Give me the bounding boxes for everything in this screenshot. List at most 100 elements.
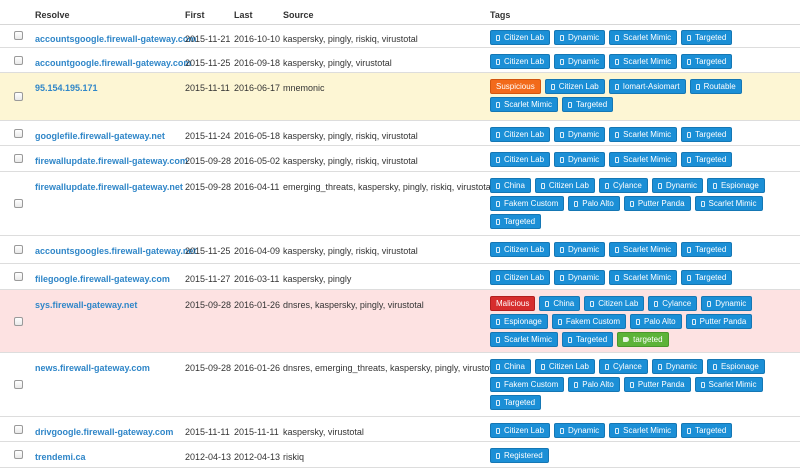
tag-badge[interactable]: Scarlet Mimic <box>694 377 763 392</box>
column-header-last[interactable]: Last <box>234 10 253 20</box>
row-checkbox[interactable] <box>14 272 23 281</box>
document-icon <box>712 182 717 189</box>
resolve-link[interactable]: sys.firewall-gateway.net <box>35 300 138 310</box>
tag-badge[interactable]: Putter Panda <box>623 377 691 392</box>
tag-badge[interactable]: Citizen Lab <box>490 30 551 45</box>
tag-badge[interactable]: Fakem Custom <box>551 314 627 329</box>
tag-badge[interactable]: Citizen Lab <box>584 296 645 311</box>
tag-badge[interactable]: Citizen Lab <box>544 79 605 94</box>
column-header-first[interactable]: First <box>185 10 205 20</box>
tag-badge[interactable]: Putter Panda <box>685 314 753 329</box>
row-checkbox[interactable] <box>14 154 23 163</box>
tag-badge[interactable]: Routable <box>689 79 742 94</box>
tag-badge[interactable]: Targeted <box>562 332 614 347</box>
tag-badge[interactable]: Targeted <box>681 152 733 167</box>
tag-badge[interactable]: Scarlet Mimic <box>609 127 678 142</box>
tag-badge[interactable]: Targeted <box>562 97 614 112</box>
tag-badge[interactable]: Scarlet Mimic <box>609 270 678 285</box>
row-checkbox[interactable] <box>14 425 23 434</box>
resolve-link[interactable]: accountgoogle.firewall-gateway.com <box>35 58 192 68</box>
resolve-link[interactable]: accountsgoogle.firewall-gateway.com <box>35 34 197 44</box>
tag-badge[interactable]: China <box>490 359 531 374</box>
tag-badge[interactable]: Scarlet Mimic <box>609 30 678 45</box>
tag-badge[interactable]: Targeted <box>681 242 733 257</box>
tag-badge[interactable]: Scarlet Mimic <box>609 54 678 69</box>
tag-badge[interactable]: Registered <box>490 448 549 463</box>
tag-badge[interactable]: Fakem Custom <box>490 196 565 211</box>
row-checkbox[interactable] <box>14 199 23 208</box>
tag-badge[interactable]: Targeted <box>681 30 733 45</box>
tag-badge[interactable]: Targeted <box>681 54 733 69</box>
tag-badge[interactable]: Palo Alto <box>630 314 682 329</box>
column-header-source[interactable]: Source <box>283 10 314 20</box>
tag-badge[interactable]: Citizen Lab <box>534 359 595 374</box>
tag-badge[interactable]: Scarlet Mimic <box>490 332 559 347</box>
tag-badge[interactable]: Cylance <box>598 178 648 193</box>
tag-badge[interactable]: Targeted <box>490 395 542 410</box>
resolve-link[interactable]: googlefile.firewall-gateway.net <box>35 131 165 141</box>
resolve-link[interactable]: filegoogle.firewall-gateway.com <box>35 274 170 284</box>
tag-badge[interactable]: Suspicious <box>490 79 541 94</box>
resolve-link[interactable]: drivgoogle.firewall-gateway.com <box>35 427 174 437</box>
tag-badge[interactable]: Iomart-Asiomart <box>608 79 686 94</box>
tag-badge[interactable]: Palo Alto <box>568 196 620 211</box>
tag-badge[interactable]: Citizen Lab <box>490 127 551 142</box>
resolve-link[interactable]: news.firewall-gateway.com <box>35 363 150 373</box>
row-checkbox[interactable] <box>14 450 23 459</box>
tag-badge[interactable]: Palo Alto <box>568 377 620 392</box>
tag-badge[interactable]: Dynamic <box>554 270 606 285</box>
source-list: kaspersky, pingly, riskiq, virustotal <box>283 131 418 141</box>
row-checkbox[interactable] <box>14 380 23 389</box>
tag-badge[interactable]: Dynamic <box>554 30 606 45</box>
tag-badge[interactable]: Citizen Lab <box>490 270 551 285</box>
row-checkbox[interactable] <box>14 92 23 101</box>
tag-badge[interactable]: Espionage <box>706 178 765 193</box>
tag-badge[interactable]: Scarlet Mimic <box>609 423 678 438</box>
tag-badge[interactable]: Scarlet Mimic <box>694 196 763 211</box>
tag-label: Targeted <box>695 273 727 282</box>
tag-badge[interactable]: Citizen Lab <box>490 423 551 438</box>
tag-badge[interactable]: Targeted <box>681 270 733 285</box>
row-checkbox[interactable] <box>14 129 23 138</box>
tag-badge[interactable]: Scarlet Mimic <box>490 97 559 112</box>
tag-badge[interactable]: Targeted <box>681 127 733 142</box>
tag-badge[interactable]: China <box>539 296 581 311</box>
tag-badge[interactable]: Espionage <box>490 314 548 329</box>
source-list: mnemonic <box>283 83 325 93</box>
column-header-tags[interactable]: Tags <box>490 10 511 20</box>
resolve-link[interactable]: accountsgoogles.firewall-gateway.net <box>35 246 197 256</box>
tag-badge[interactable]: China <box>490 178 531 193</box>
tag-badge[interactable]: Scarlet Mimic <box>609 152 678 167</box>
tag-badge[interactable]: Targeted <box>681 423 733 438</box>
row-checkbox[interactable] <box>14 56 23 65</box>
tag-badge[interactable]: Citizen Lab <box>490 54 551 69</box>
tag-badge[interactable]: Fakem Custom <box>490 377 565 392</box>
tag-badge[interactable]: Dynamic <box>554 127 606 142</box>
resolve-link[interactable]: trendemi.ca <box>35 452 86 462</box>
tag-badge[interactable]: Citizen Lab <box>534 178 595 193</box>
resolve-link[interactable]: 95.154.195.171 <box>35 83 98 93</box>
tag-badge[interactable]: Cylance <box>648 296 698 311</box>
tag-badge[interactable]: Malicious <box>490 296 536 311</box>
tag-badge[interactable]: Espionage <box>706 359 765 374</box>
tag-badge[interactable]: Scarlet Mimic <box>609 242 678 257</box>
row-checkbox[interactable] <box>14 31 23 40</box>
tag-badge[interactable]: targeted <box>617 332 669 347</box>
row-checkbox[interactable] <box>14 245 23 254</box>
tag-badge[interactable]: Targeted <box>490 214 542 229</box>
tag-badge[interactable]: Dynamic <box>701 296 753 311</box>
resolve-link[interactable]: firewallupdate.firewall-gateway.net <box>35 182 183 192</box>
tag-badge[interactable]: Dynamic <box>651 178 703 193</box>
tag-badge[interactable]: Dynamic <box>554 423 606 438</box>
tag-badge[interactable]: Cylance <box>598 359 648 374</box>
tag-badge[interactable]: Dynamic <box>554 242 606 257</box>
tag-badge[interactable]: Citizen Lab <box>490 242 551 257</box>
tag-badge[interactable]: Dynamic <box>554 54 606 69</box>
tag-badge[interactable]: Dynamic <box>554 152 606 167</box>
row-checkbox[interactable] <box>14 317 23 326</box>
tag-badge[interactable]: Citizen Lab <box>490 152 551 167</box>
tag-badge[interactable]: Dynamic <box>651 359 703 374</box>
column-header-resolve[interactable]: Resolve <box>35 10 70 20</box>
resolve-link[interactable]: firewallupdate.firewall-gateway.com <box>35 156 188 166</box>
tag-badge[interactable]: Putter Panda <box>623 196 691 211</box>
